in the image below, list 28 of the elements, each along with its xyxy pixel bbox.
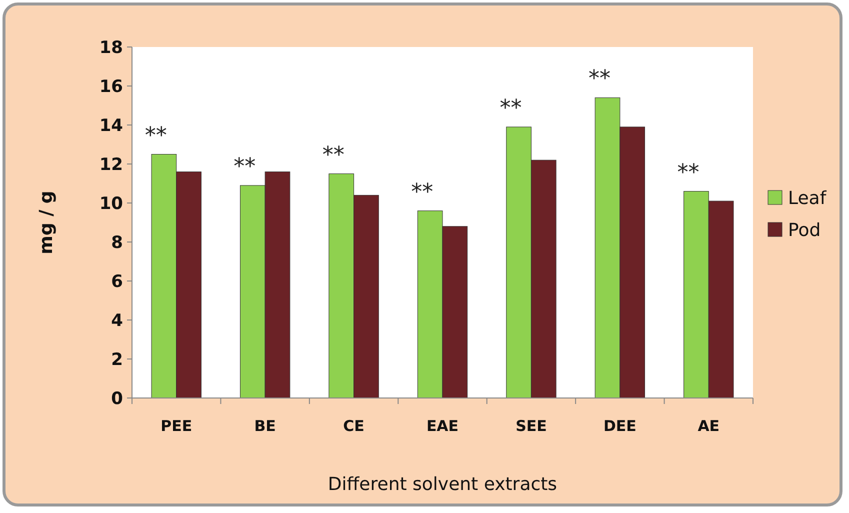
y-axis-title: mg / g (36, 190, 57, 254)
x-tick-label: DEE (603, 417, 636, 435)
annotation: ** (144, 123, 167, 148)
annotation: ** (411, 180, 434, 205)
y-tick-label: 16 (99, 76, 123, 97)
y-tick-label: 10 (99, 194, 124, 214)
y-tick-label: 6 (111, 272, 123, 292)
y-tick-label: 18 (99, 38, 123, 58)
annotation: ** (234, 154, 256, 180)
y-tick-label: 14 (99, 116, 124, 136)
y-tick-label: 12 (99, 154, 123, 175)
x-tick-label: BE (254, 417, 276, 435)
y-tick-label: 0 (111, 388, 124, 409)
x-axis-title: Different solvent extracts (328, 474, 558, 495)
x-tick-label: PEE (160, 417, 192, 435)
annotation: ** (677, 160, 700, 186)
annotation: ** (588, 66, 611, 92)
x-tick-label: CE (343, 417, 364, 435)
legend-label: Pod (788, 220, 821, 241)
x-tick-label: AE (698, 417, 720, 435)
y-tick-label: 8 (111, 232, 123, 253)
x-tick-label: EAE (426, 417, 459, 435)
x-tick-label: SEE (516, 417, 547, 435)
annotation: ** (500, 96, 522, 121)
legend-label: Leaf (788, 188, 827, 209)
y-tick-label: 4 (111, 310, 124, 331)
annotation: ** (322, 142, 344, 168)
y-tick-label: 2 (111, 350, 123, 370)
